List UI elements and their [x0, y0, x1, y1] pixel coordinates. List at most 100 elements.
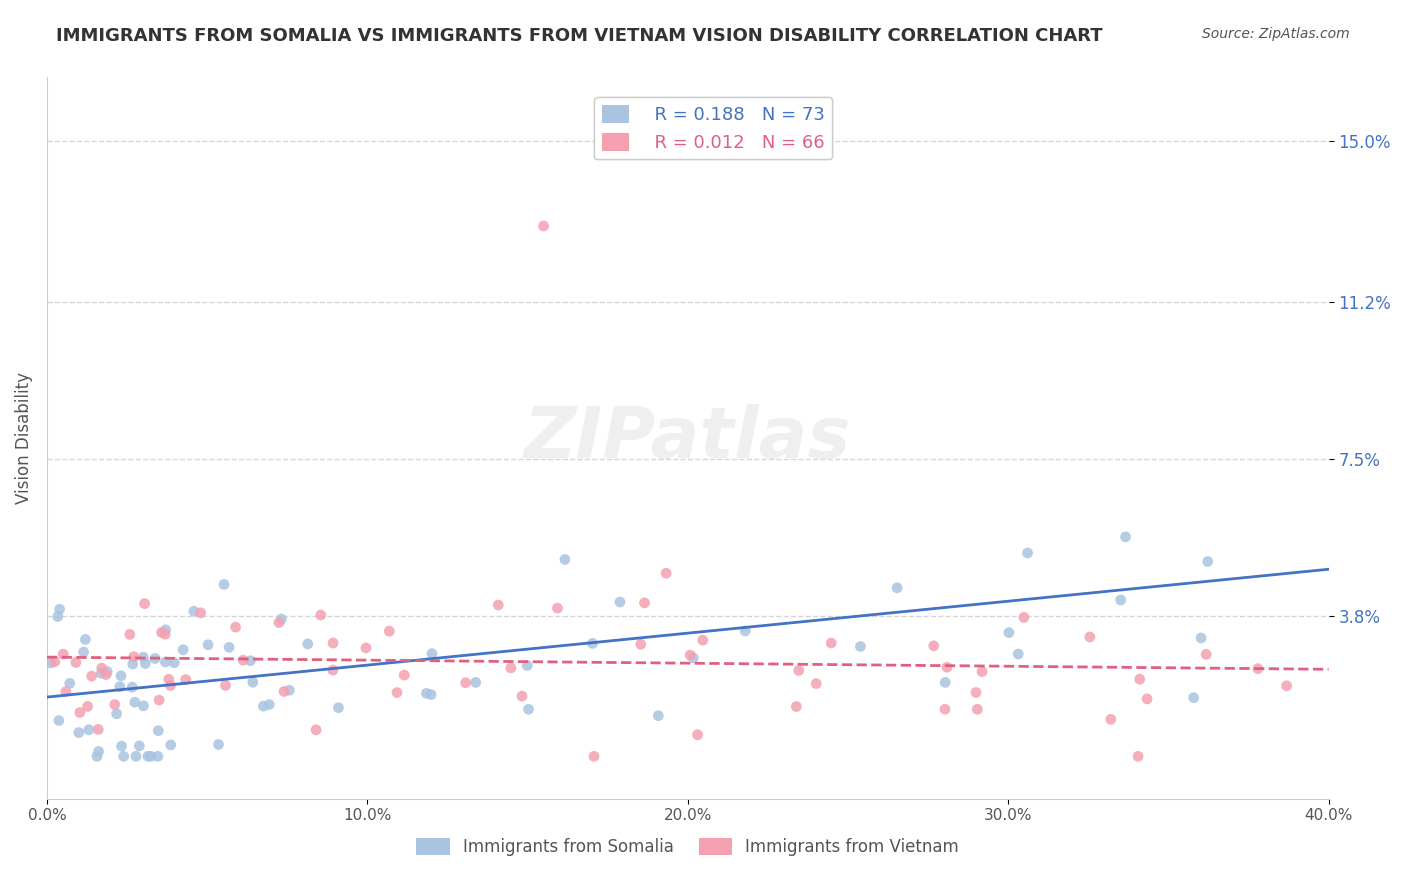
Point	[153, 627, 176, 641]
Legend:   R = 0.188   N = 73,   R = 0.012   N = 66: R = 0.188 N = 73, R = 0.012 N = 66	[595, 97, 832, 160]
Point	[692, 633, 714, 648]
Point	[1115, 530, 1137, 544]
Point	[174, 673, 197, 687]
Point	[112, 749, 135, 764]
Point	[517, 702, 540, 716]
Point	[46, 609, 69, 624]
Point	[1126, 749, 1149, 764]
Point	[454, 675, 477, 690]
Point	[218, 640, 240, 655]
Point	[554, 552, 576, 566]
Point	[75, 632, 97, 647]
Point	[464, 675, 486, 690]
Point	[214, 678, 236, 692]
Point	[159, 679, 181, 693]
Point	[1275, 679, 1298, 693]
Point	[239, 654, 262, 668]
Point	[197, 638, 219, 652]
Point	[686, 728, 709, 742]
Point	[647, 708, 669, 723]
Point	[806, 676, 828, 690]
Point	[886, 581, 908, 595]
Text: ZIPatlas: ZIPatlas	[524, 403, 852, 473]
Point	[787, 664, 810, 678]
Point	[105, 706, 128, 721]
Point	[1007, 647, 1029, 661]
Point	[157, 672, 180, 686]
Point	[499, 661, 522, 675]
Point	[273, 684, 295, 698]
Point	[148, 723, 170, 738]
Point	[1017, 546, 1039, 560]
Point	[679, 648, 702, 662]
Point	[125, 749, 148, 764]
Point	[278, 683, 301, 698]
Point	[90, 666, 112, 681]
Point	[609, 595, 631, 609]
Point	[104, 698, 127, 712]
Point	[1136, 692, 1159, 706]
Point	[110, 739, 132, 753]
Point	[322, 663, 344, 677]
Point	[922, 639, 945, 653]
Point	[966, 702, 988, 716]
Point	[415, 686, 437, 700]
Point	[533, 219, 555, 233]
Point	[849, 640, 872, 654]
Point	[709, 143, 731, 157]
Point	[516, 658, 538, 673]
Point	[420, 647, 443, 661]
Point	[998, 625, 1021, 640]
Point	[128, 739, 150, 753]
Point	[155, 623, 177, 637]
Point	[76, 699, 98, 714]
Point	[633, 596, 655, 610]
Point	[48, 714, 70, 728]
Point	[136, 749, 159, 764]
Text: Source: ZipAtlas.com: Source: ZipAtlas.com	[1202, 27, 1350, 41]
Point	[1129, 672, 1152, 686]
Point	[143, 651, 166, 665]
Point	[80, 669, 103, 683]
Point	[252, 699, 274, 714]
Point	[121, 680, 143, 694]
Point	[257, 698, 280, 712]
Point	[655, 566, 678, 581]
Point	[110, 669, 132, 683]
Point	[309, 608, 332, 623]
Point	[510, 689, 533, 703]
Point	[385, 685, 408, 699]
Point	[121, 657, 143, 671]
Point	[1078, 630, 1101, 644]
Point	[124, 695, 146, 709]
Point	[108, 680, 131, 694]
Point	[546, 601, 568, 615]
Point	[734, 624, 756, 638]
Point	[1247, 662, 1270, 676]
Point	[190, 606, 212, 620]
Point	[134, 657, 156, 671]
Point	[118, 627, 141, 641]
Point	[132, 650, 155, 665]
Point	[242, 675, 264, 690]
Point	[1189, 631, 1212, 645]
Point	[96, 665, 118, 679]
Point	[48, 602, 70, 616]
Point	[87, 723, 110, 737]
Point	[354, 640, 377, 655]
Point	[155, 655, 177, 669]
Point	[150, 625, 173, 640]
Point	[934, 675, 956, 690]
Point	[225, 620, 247, 634]
Point	[59, 676, 82, 690]
Point	[146, 749, 169, 764]
Point	[87, 744, 110, 758]
Point	[305, 723, 328, 737]
Point	[232, 653, 254, 667]
Point	[486, 598, 509, 612]
Point	[77, 723, 100, 737]
Point	[297, 637, 319, 651]
Point	[55, 684, 77, 698]
Point	[69, 706, 91, 720]
Point	[139, 749, 162, 764]
